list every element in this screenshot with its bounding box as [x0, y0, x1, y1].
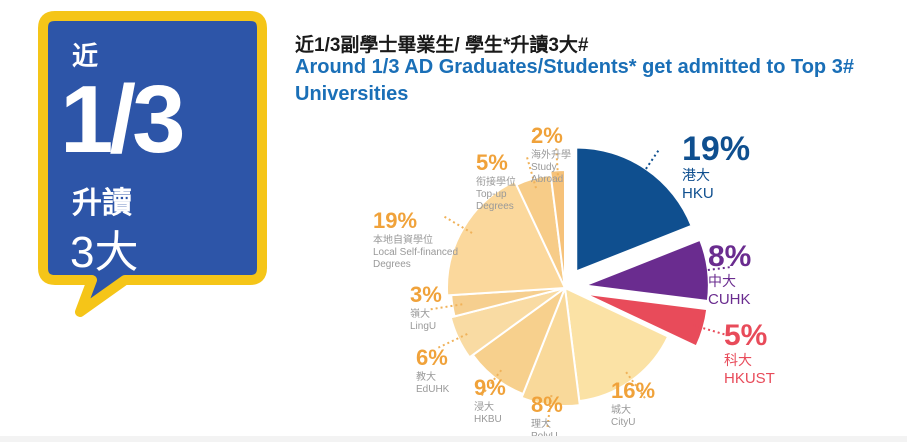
slice-en-label: Study	[531, 162, 557, 173]
pie-slice-cityu	[563, 286, 670, 403]
slice-zh-label: 本地自資學位	[373, 233, 433, 246]
slice-en-label: CUHK	[708, 291, 751, 308]
chart-title-zh: 近1/3副學士畢業生/ 學生*升讀3大#	[295, 35, 589, 56]
badge-speech-bubble	[38, 11, 267, 317]
leader-line	[639, 150, 660, 178]
leader-line	[546, 395, 553, 428]
leader-line	[625, 371, 646, 399]
slice-zh-label: 中大	[708, 274, 736, 290]
badge-shape	[38, 11, 267, 317]
badge-top3: 3大	[70, 228, 139, 277]
slice-en-label: LingU	[410, 321, 436, 332]
leader-line	[437, 333, 468, 349]
pie-slice-cuhk	[584, 238, 710, 303]
slice-en-label: Degrees	[373, 259, 411, 270]
pie-slice-polyu	[520, 287, 581, 407]
slice-en-label: HKUST	[724, 370, 775, 387]
leader-line	[480, 369, 503, 397]
slice-percent-label: 6%	[416, 345, 448, 370]
slice-en-label: HKBU	[474, 414, 502, 425]
leader-line	[693, 324, 725, 336]
slice-zh-label: 理大	[531, 417, 551, 430]
slice-zh-label: 城大	[611, 403, 631, 416]
slice-percent-label: 5%	[724, 319, 767, 352]
badge-admitted: 升讀	[72, 187, 132, 220]
slice-zh-label: 衔接學位	[476, 175, 516, 188]
bottom-divider	[0, 436, 907, 442]
slice-zh-label: 嶺大	[410, 307, 430, 320]
slice-en-label: CityU	[611, 417, 635, 428]
pie-slice-eduhk	[449, 287, 566, 359]
leader-line	[697, 266, 730, 273]
slice-en-label: Degrees	[476, 201, 514, 212]
slice-en-label: Abroad	[531, 174, 563, 185]
leader-line	[443, 215, 473, 234]
slice-percent-label: 5%	[476, 150, 508, 175]
slice-percent-label: 3%	[410, 282, 442, 307]
slice-percent-label: 2%	[531, 123, 563, 148]
slice-en-label: Top-up	[476, 189, 507, 200]
leader-line	[526, 157, 537, 189]
pie-slice-hkust	[583, 292, 709, 348]
slice-zh-label: 教大	[416, 370, 436, 383]
slice-percent-label: 19%	[682, 130, 750, 168]
slice-en-label: HKU	[682, 185, 714, 202]
chart-title-en: Around 1/3 AD Graduates/Students* get ad…	[295, 56, 854, 105]
slice-zh-label: 科大	[724, 353, 752, 369]
slice-percent-label: 19%	[373, 208, 417, 233]
slice-zh-label: 浸大	[474, 400, 494, 413]
leader-line	[430, 303, 463, 311]
slice-zh-label: 海外升學	[531, 148, 571, 161]
slice-en-label: EdUHK	[416, 384, 450, 395]
slice-percent-label: 16%	[611, 378, 655, 403]
slice-percent-label: 8%	[708, 240, 751, 273]
badge-fraction: 1/3	[60, 66, 185, 173]
slice-en-label: Local Self-financed	[373, 247, 458, 258]
badge-near: 近	[72, 41, 99, 71]
leader-line	[555, 148, 560, 181]
slice-percent-label: 8%	[531, 392, 563, 417]
slice-zh-label: 港大	[682, 168, 710, 184]
slice-percent-label: 9%	[474, 375, 506, 400]
